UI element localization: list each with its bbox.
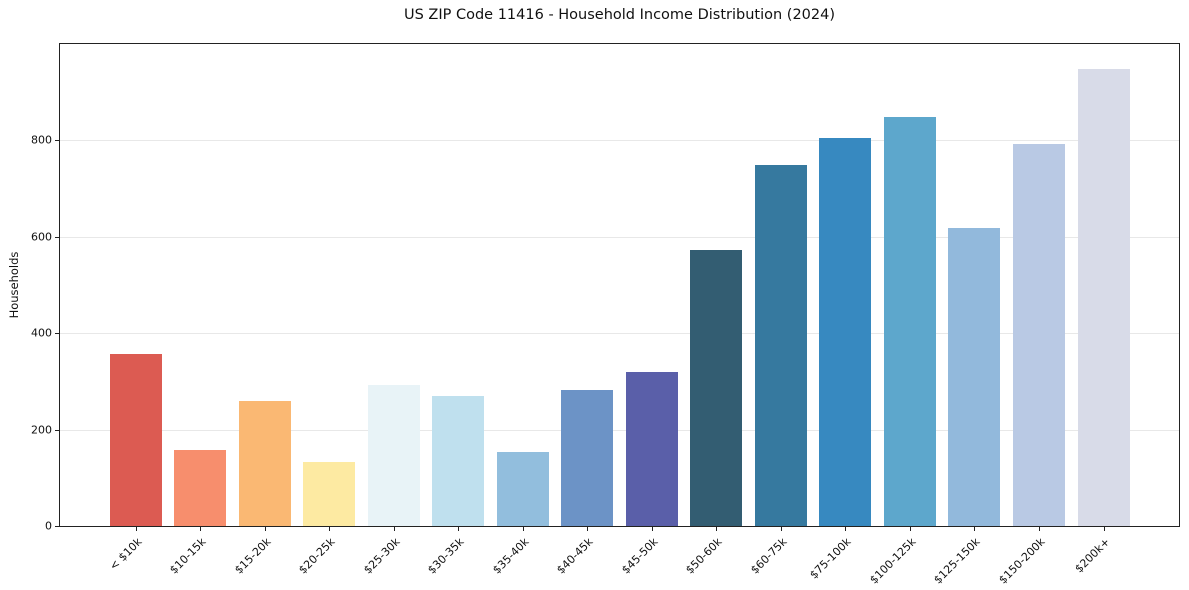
- x-tick-mark: [780, 527, 782, 531]
- x-tick-mark: [1103, 527, 1105, 531]
- bar-125-150k: [948, 228, 1001, 526]
- y-tick-mark: [55, 526, 59, 527]
- x-tick-mark: [522, 527, 524, 531]
- bar-100-125k: [883, 117, 936, 526]
- gridline-200: [60, 429, 1179, 431]
- gridline-600: [60, 236, 1179, 238]
- bar-75-100k: [819, 137, 872, 526]
- x-tick-mark: [587, 527, 589, 531]
- y-tick-label: 600: [31, 230, 52, 244]
- bar-200k: [1077, 69, 1130, 526]
- x-tick-mark: [1038, 527, 1040, 531]
- y-tick-label: 800: [31, 133, 52, 147]
- x-tick-mark: [651, 527, 653, 531]
- bar-20-25k: [303, 462, 356, 526]
- x-tick-mark: [264, 527, 266, 531]
- bar-10k: [109, 354, 162, 526]
- gridline-800: [60, 140, 1179, 142]
- bar-30-35k: [432, 396, 485, 526]
- bar-50-60k: [690, 250, 743, 526]
- plot-area: [59, 43, 1180, 527]
- x-tick-mark: [909, 527, 911, 531]
- x-tick-mark: [329, 527, 331, 531]
- y-axis-label: Households: [7, 251, 21, 319]
- x-tick-mark: [135, 527, 137, 531]
- x-tick-mark: [393, 527, 395, 531]
- x-tick-mark: [974, 527, 976, 531]
- y-tick-mark: [55, 429, 59, 431]
- chart-title: US ZIP Code 11416 - Household Income Dis…: [403, 7, 836, 23]
- y-tick-mark: [55, 140, 59, 142]
- bar-45-50k: [625, 372, 678, 526]
- y-tick-mark: [55, 236, 59, 238]
- y-tick-label: 200: [31, 423, 52, 437]
- bar-15-20k: [238, 401, 291, 526]
- bar-60-75k: [754, 164, 807, 526]
- bar-25-30k: [367, 384, 420, 526]
- bar-40-45k: [561, 390, 614, 526]
- y-tick-label: 400: [31, 326, 52, 340]
- x-tick-mark: [845, 527, 847, 531]
- bar-150-200k: [1012, 144, 1065, 526]
- bar-35-40k: [496, 452, 549, 526]
- gridline-400: [60, 333, 1179, 335]
- x-tick-mark: [200, 527, 202, 531]
- y-tick-mark: [55, 333, 59, 335]
- bar-10-15k: [174, 450, 227, 526]
- x-tick-mark: [458, 527, 460, 531]
- x-tick-mark: [716, 527, 718, 531]
- y-tick-label: 0: [45, 519, 52, 533]
- x-tick-label: < $10k: [106, 535, 144, 573]
